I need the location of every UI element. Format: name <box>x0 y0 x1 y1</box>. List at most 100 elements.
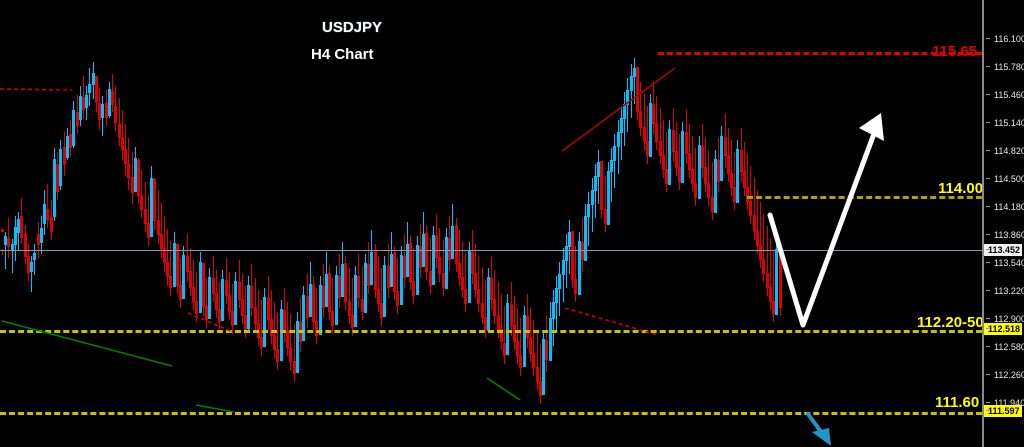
candle-body <box>400 255 403 305</box>
candle-body <box>254 307 257 324</box>
candle <box>241 0 245 447</box>
candle-body <box>743 171 746 188</box>
candle <box>655 0 659 447</box>
candle-body <box>636 67 639 112</box>
candle-body <box>111 91 114 105</box>
candle <box>221 0 225 447</box>
candle-wick <box>294 324 295 382</box>
candle-body <box>445 237 448 289</box>
candle <box>435 0 439 447</box>
candle <box>59 0 63 447</box>
candle <box>694 0 698 447</box>
candle-body <box>448 238 451 260</box>
price-axis[interactable]: 116.100 115.780 115.460 115.140 114.820 114.5… <box>982 0 1024 447</box>
candle <box>131 0 135 447</box>
candle-wick <box>494 270 495 324</box>
candle <box>208 0 212 447</box>
candle-body <box>383 265 386 317</box>
candle <box>72 0 76 447</box>
candle-body <box>53 159 56 217</box>
candle <box>312 0 316 447</box>
candle-wick <box>731 140 732 196</box>
resistance-11565-line <box>658 52 982 55</box>
candle <box>455 0 459 447</box>
candle-body <box>532 353 535 368</box>
candle-wick <box>362 266 363 320</box>
candle-body <box>558 274 561 289</box>
candle <box>733 0 737 447</box>
candle-body <box>740 150 743 172</box>
candle-wick <box>255 278 256 332</box>
candle <box>490 0 494 447</box>
descending-red-dashed-right <box>564 307 659 336</box>
candle-body <box>221 279 224 321</box>
candle <box>419 0 423 447</box>
chart-plot-area[interactable]: 115.65 114.00 112.20-50 111.60 USDJPY H4 Ch… <box>0 0 982 447</box>
candle <box>545 0 549 447</box>
candle-body <box>215 293 218 310</box>
candle <box>568 0 572 447</box>
candle-body <box>205 306 208 320</box>
candle <box>597 0 601 447</box>
candle <box>328 0 332 447</box>
candle-body <box>108 89 111 116</box>
candle-wick <box>31 256 32 292</box>
candle-body <box>63 147 66 165</box>
candle-wick <box>618 120 619 174</box>
candle <box>779 0 783 447</box>
candle-body <box>711 197 714 212</box>
candle-body <box>662 155 665 170</box>
candle-body <box>419 246 422 268</box>
candle-body <box>50 217 53 232</box>
candle-wick <box>537 332 538 390</box>
candle-body <box>341 264 344 297</box>
candle-wick <box>443 240 444 296</box>
chart-subtitle: H4 Chart <box>311 46 374 63</box>
candle <box>50 0 54 447</box>
candle <box>756 0 760 447</box>
candle-body <box>762 259 765 274</box>
candle-body <box>545 340 548 360</box>
candle-body <box>134 158 137 192</box>
candle-body <box>24 234 27 257</box>
candle <box>182 0 186 447</box>
candle-body <box>542 339 545 395</box>
candle-wick <box>277 312 278 370</box>
candle <box>746 0 750 447</box>
candle <box>76 0 80 447</box>
candle-body <box>95 76 98 102</box>
candle <box>88 0 92 447</box>
candle <box>186 0 190 447</box>
candle-body <box>539 381 542 396</box>
price-axis-tick: 111.940 <box>984 397 1024 409</box>
current-price-line <box>0 250 982 251</box>
candle-wick <box>712 162 713 220</box>
candle-body <box>338 276 341 298</box>
candle-wick <box>520 318 521 376</box>
candle-body <box>17 219 20 233</box>
candle-body <box>403 256 406 278</box>
candle-wick <box>261 300 262 356</box>
price-axis-tick: 112.260 <box>984 369 1024 381</box>
candle <box>163 0 167 447</box>
candle-body <box>182 255 185 299</box>
candle-wick <box>381 268 382 326</box>
candle-body <box>199 262 202 313</box>
candle-body <box>442 273 445 288</box>
candle-body <box>160 234 163 249</box>
candle <box>481 0 485 447</box>
candle <box>92 0 96 447</box>
candle-body <box>348 301 351 316</box>
candle <box>672 0 676 447</box>
candle-body <box>688 153 691 170</box>
candle-wick <box>595 164 596 218</box>
candle <box>461 0 465 447</box>
candle-wick <box>517 308 518 364</box>
candle-body <box>772 301 775 314</box>
candle-wick <box>352 278 353 336</box>
candle <box>276 0 280 447</box>
candle-wick <box>514 296 515 350</box>
candle-body <box>144 209 147 224</box>
candle-body <box>451 226 454 259</box>
candle <box>775 0 779 447</box>
